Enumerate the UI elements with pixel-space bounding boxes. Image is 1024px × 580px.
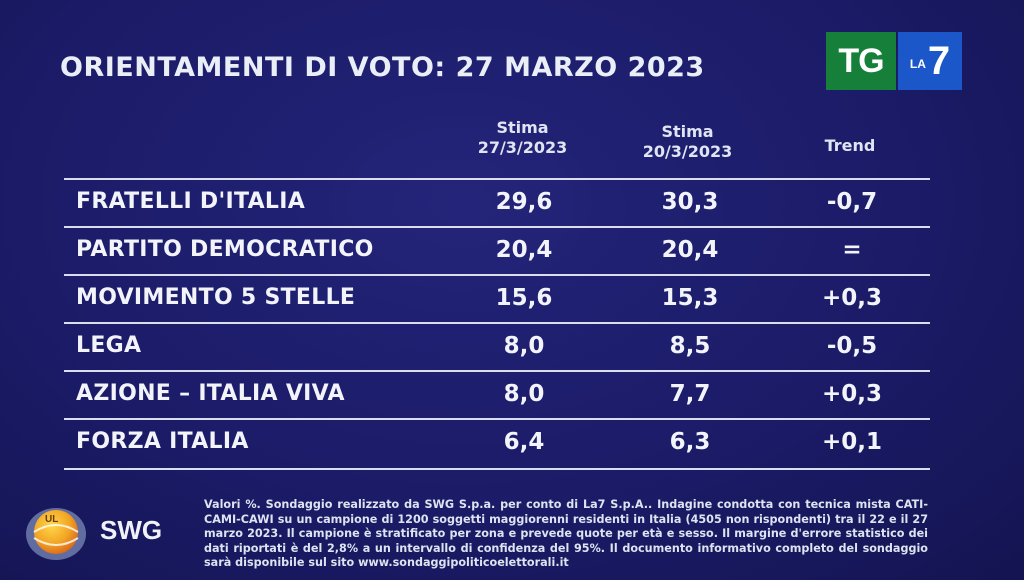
stima-27-value: 29,6: [495, 189, 553, 215]
stima-27-value: 6,4: [503, 429, 545, 455]
party-name: LEGA: [76, 333, 142, 358]
stima-20-value: 6,3: [669, 429, 711, 455]
methodology-note: Valori %. Sondaggio realizzato da SWG S.…: [204, 498, 928, 570]
tg-logo-block: TG: [826, 32, 896, 90]
page-title: ORIENTAMENTI DI VOTO: 27 MARZO 2023: [60, 52, 705, 83]
party-name: AZIONE – ITALIA VIVA: [76, 381, 345, 406]
la7-logo-seven: 7: [927, 38, 951, 83]
stima-27-value: 15,6: [495, 285, 553, 311]
table-row: MOVIMENTO 5 STELLE 15,6 15,3 +0,3: [64, 274, 930, 324]
stima-20-value: 15,3: [661, 285, 719, 311]
stima-27-value: 20,4: [495, 237, 553, 263]
trend-value: +0,1: [821, 429, 882, 455]
party-name: FRATELLI D'ITALIA: [76, 189, 306, 214]
trend-value: +0,3: [821, 381, 882, 407]
stima-20-value: 7,7: [669, 381, 711, 407]
trend-value: -0,5: [826, 333, 878, 359]
tg-la7-logo: TG LA 7: [826, 32, 962, 90]
stima-20-value: 8,5: [669, 333, 711, 359]
table-row: AZIONE – ITALIA VIVA 8,0 7,7 +0,3: [64, 370, 930, 420]
column-header-stima-20-line1: Stima: [661, 122, 714, 141]
stima-20-value: 20,4: [661, 237, 719, 263]
table-row: PARTITO DEMOCRATICO 20,4 20,4 =: [64, 226, 930, 276]
stima-20-value: 30,3: [661, 189, 719, 215]
stima-27-value: 8,0: [503, 381, 545, 407]
la7-logo-block: LA 7: [898, 32, 962, 90]
party-name: PARTITO DEMOCRATICO: [76, 237, 374, 262]
table-row: FRATELLI D'ITALIA 29,6 30,3 -0,7: [64, 178, 930, 228]
column-header-stima-27-line2: 27/3/2023: [477, 138, 568, 157]
table-row: LEGA 8,0 8,5 -0,5: [64, 322, 930, 372]
trend-value: -0,7: [826, 189, 878, 215]
swg-logo-text: SWG: [100, 515, 163, 545]
party-name: FORZA ITALIA: [76, 429, 249, 454]
column-header-stima-20-line2: 20/3/2023: [642, 142, 733, 161]
stima-27-value: 8,0: [503, 333, 545, 359]
column-header-stima-20: Stima 20/3/2023: [625, 122, 750, 162]
swg-emblem-text: UL: [45, 514, 58, 525]
swg-globe-icon: UL: [26, 508, 86, 560]
column-header-stima-27: Stima 27/3/2023: [460, 118, 585, 158]
la7-logo-la: LA: [909, 57, 926, 71]
column-header-trend: Trend: [824, 136, 876, 155]
column-header-stima-27-line1: Stima: [496, 118, 549, 137]
trend-value: =: [842, 237, 862, 263]
table-row: FORZA ITALIA 6,4 6,3 +0,1: [64, 418, 930, 470]
trend-value: +0,3: [821, 285, 882, 311]
party-name: MOVIMENTO 5 STELLE: [76, 285, 356, 310]
